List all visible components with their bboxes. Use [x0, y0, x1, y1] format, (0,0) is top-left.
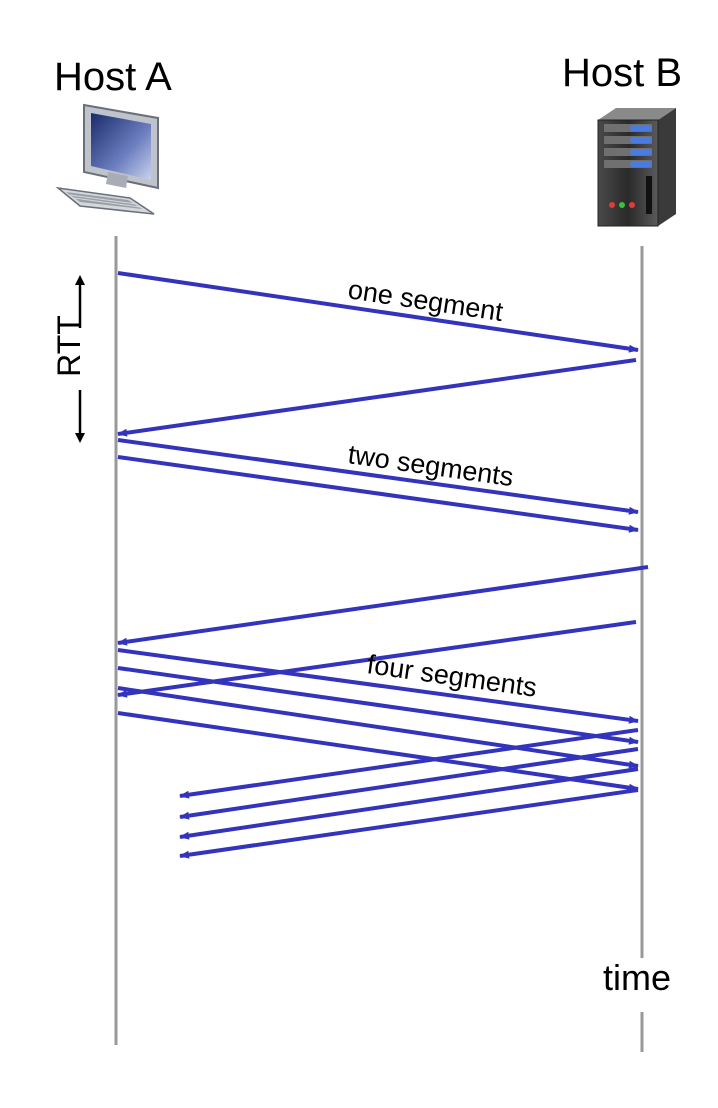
ack-arrow [179, 747, 639, 820]
time-axis-label: time [603, 957, 671, 998]
ack-arrow [117, 620, 637, 698]
segment-arrow [117, 711, 639, 792]
host-b-label: Host B [562, 51, 682, 95]
ack-arrow [179, 728, 639, 799]
rtt-marker: RTT [51, 275, 98, 443]
segment-arrows [117, 271, 649, 859]
ack-arrow [179, 767, 639, 840]
rtt-label: RTT [51, 315, 87, 377]
segment-arrow [117, 438, 639, 515]
segment-arrow [117, 455, 639, 533]
segment-arrow [117, 648, 639, 724]
ack-arrow [179, 788, 639, 859]
segment-arrow [117, 686, 639, 769]
desktop-computer-icon [55, 103, 159, 215]
segment-arrow [117, 271, 639, 353]
segment-arrow [117, 666, 639, 745]
server-tower-icon [597, 108, 676, 227]
ack-arrow [117, 565, 649, 646]
host-a-label: Host A [54, 55, 172, 99]
ack-arrow [117, 358, 637, 437]
